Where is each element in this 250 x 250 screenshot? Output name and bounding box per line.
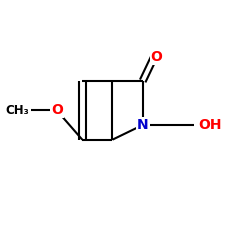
Text: OH: OH: [198, 118, 222, 132]
Text: CH₃: CH₃: [5, 104, 29, 117]
Text: N: N: [137, 118, 148, 132]
Text: O: O: [151, 50, 162, 64]
Text: O: O: [51, 103, 63, 117]
